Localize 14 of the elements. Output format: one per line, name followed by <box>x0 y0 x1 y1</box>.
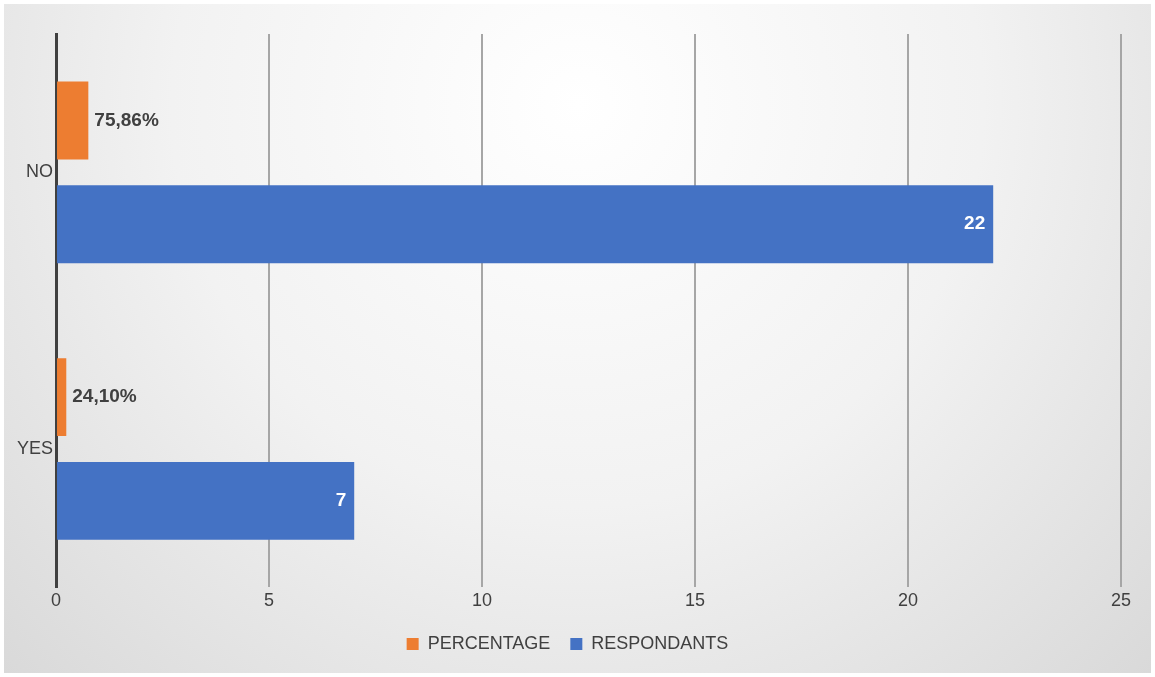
y-tick-label: YES <box>16 438 54 459</box>
y-tick-label: NO <box>26 161 54 182</box>
data-label: 7 <box>335 489 347 511</box>
data-label: 24,10% <box>72 385 137 407</box>
x-tick-label: 0 <box>51 590 62 611</box>
data-label: 75,86% <box>94 108 159 130</box>
x-tick-label: 10 <box>471 590 493 611</box>
x-tick-label: 20 <box>897 590 919 611</box>
x-tick-label: 5 <box>264 590 275 611</box>
legend-label: PERCENTAGE <box>427 632 551 653</box>
x-tick-label: 15 <box>684 590 706 611</box>
x-tick-label: 25 <box>1110 590 1132 611</box>
data-label: 22 <box>964 212 986 234</box>
legend-label: RESPONDANTS <box>591 632 729 653</box>
